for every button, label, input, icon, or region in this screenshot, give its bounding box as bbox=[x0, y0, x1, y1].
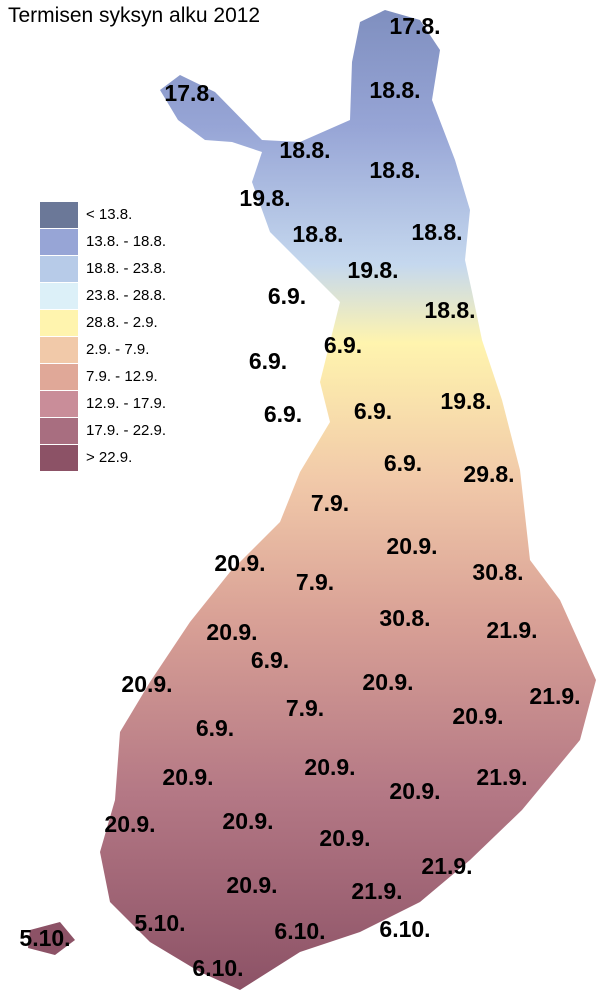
date-label: 29.8. bbox=[463, 461, 514, 487]
legend-swatch bbox=[40, 229, 78, 255]
date-label: 5.10. bbox=[19, 925, 70, 951]
legend-swatch bbox=[40, 391, 78, 417]
aland-islands bbox=[28, 922, 75, 955]
date-label: 6.9. bbox=[384, 450, 422, 476]
date-label: 30.8. bbox=[379, 605, 430, 631]
date-label: 6.10. bbox=[274, 918, 325, 944]
legend-label: 23.8. - 28.8. bbox=[86, 287, 166, 304]
date-label: 18.8. bbox=[424, 297, 475, 323]
legend-label: 28.8. - 2.9. bbox=[86, 314, 158, 331]
date-label: 5.10. bbox=[134, 910, 185, 936]
date-label: 7.9. bbox=[286, 695, 324, 721]
date-label: 18.8. bbox=[292, 221, 343, 247]
finland-shape bbox=[100, 10, 596, 990]
legend-swatch bbox=[40, 418, 78, 444]
date-label: 19.8. bbox=[239, 185, 290, 211]
legend-swatch bbox=[40, 364, 78, 390]
date-label: 6.9. bbox=[264, 401, 302, 427]
date-label: 7.9. bbox=[311, 490, 349, 516]
date-label: 20.9. bbox=[304, 754, 355, 780]
date-label: 20.9. bbox=[319, 825, 370, 851]
legend-label: 17.9. - 22.9. bbox=[86, 422, 166, 439]
date-label: 6.9. bbox=[251, 647, 289, 673]
date-label: 17.8. bbox=[389, 13, 440, 39]
legend-swatch bbox=[40, 283, 78, 309]
date-label: 21.9. bbox=[351, 878, 402, 904]
date-label: 20.9. bbox=[389, 778, 440, 804]
legend-swatch bbox=[40, 202, 78, 228]
date-label: 6.10. bbox=[192, 955, 243, 981]
date-label: 6.9. bbox=[196, 715, 234, 741]
date-label: 6.9. bbox=[354, 398, 392, 424]
date-label: 21.9. bbox=[529, 683, 580, 709]
legend-swatch bbox=[40, 445, 78, 471]
date-label: 20.9. bbox=[214, 550, 265, 576]
date-label: 20.9. bbox=[452, 703, 503, 729]
date-label: 6.10. bbox=[379, 916, 430, 942]
legend-swatch bbox=[40, 337, 78, 363]
legend-label: 12.9. - 17.9. bbox=[86, 395, 166, 412]
legend-label: 2.9. - 7.9. bbox=[86, 341, 149, 358]
date-label: 30.8. bbox=[472, 559, 523, 585]
date-label: 21.9. bbox=[476, 764, 527, 790]
legend-swatch bbox=[40, 310, 78, 336]
legend-label: < 13.8. bbox=[86, 206, 132, 223]
date-label: 21.9. bbox=[421, 853, 472, 879]
legend-label: 18.8. - 23.8. bbox=[86, 260, 166, 277]
date-label: 7.9. bbox=[296, 569, 334, 595]
date-label: 20.9. bbox=[104, 811, 155, 837]
date-label: 20.9. bbox=[362, 669, 413, 695]
date-label: 19.8. bbox=[440, 388, 491, 414]
date-label: 6.9. bbox=[268, 283, 306, 309]
date-label: 6.9. bbox=[249, 348, 287, 374]
legend-label: > 22.9. bbox=[86, 449, 132, 466]
date-label: 17.8. bbox=[164, 80, 215, 106]
date-label: 21.9. bbox=[486, 617, 537, 643]
date-label: 18.8. bbox=[369, 157, 420, 183]
legend-label: 13.8. - 18.8. bbox=[86, 233, 166, 250]
date-label: 20.9. bbox=[121, 671, 172, 697]
date-label: 18.8. bbox=[279, 137, 330, 163]
date-label: 19.8. bbox=[347, 257, 398, 283]
date-label: 20.9. bbox=[222, 808, 273, 834]
date-label: 20.9. bbox=[226, 872, 277, 898]
date-label: 6.9. bbox=[324, 332, 362, 358]
map-title: Termisen syksyn alku 2012 bbox=[8, 4, 260, 27]
date-label: 18.8. bbox=[411, 219, 462, 245]
date-label: 20.9. bbox=[386, 533, 437, 559]
date-label: 18.8. bbox=[369, 77, 420, 103]
legend-swatch bbox=[40, 256, 78, 282]
date-label: 20.9. bbox=[206, 619, 257, 645]
date-label: 20.9. bbox=[162, 764, 213, 790]
legend-label: 7.9. - 12.9. bbox=[86, 368, 158, 385]
